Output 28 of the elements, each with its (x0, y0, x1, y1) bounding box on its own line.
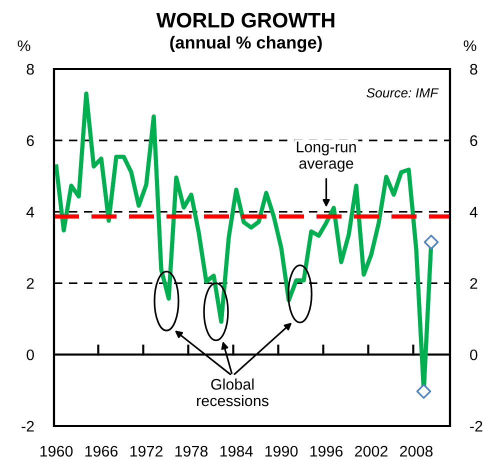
y-tick-label: 0 (26, 349, 34, 360)
x-tick-label: 2008 (400, 446, 433, 457)
y2-tick-label: 8 (470, 64, 478, 75)
y2-tick-label: 0 (470, 349, 478, 360)
x-tick-label: 1996 (310, 446, 343, 457)
x-tick-label: 1990 (265, 446, 298, 457)
x-tick-label: 1984 (220, 446, 253, 457)
y-tick-label: 4 (26, 206, 34, 218)
y-axis-title: % (18, 40, 30, 52)
y-tick-label: 6 (26, 135, 34, 146)
chart-title: WORLD GROWTH (156, 12, 334, 28)
y-tick-label: -2 (22, 420, 34, 432)
y2-tick-label: -2 (470, 420, 482, 432)
x-tick-label: 1966 (85, 446, 118, 457)
annotation: Global recessions (197, 378, 268, 406)
y2-tick-label: 6 (470, 135, 478, 146)
x-tick-label: 1978 (175, 446, 208, 457)
y-tick-label: 8 (26, 64, 34, 75)
y-tick-label: 2 (26, 278, 34, 289)
y2-tick-label: 2 (470, 278, 478, 289)
y2-tick-label: 4 (470, 206, 478, 218)
y2-axis-title: % (464, 40, 476, 52)
annotation: Source: IMF (366, 88, 439, 98)
annotation: Long-run average (296, 142, 356, 172)
x-tick-label: 1960 (40, 446, 73, 457)
chart-subtitle: (annual % change) (170, 36, 322, 52)
x-tick-label: 1972 (130, 446, 162, 457)
x-tick-label: 2002 (355, 446, 388, 457)
